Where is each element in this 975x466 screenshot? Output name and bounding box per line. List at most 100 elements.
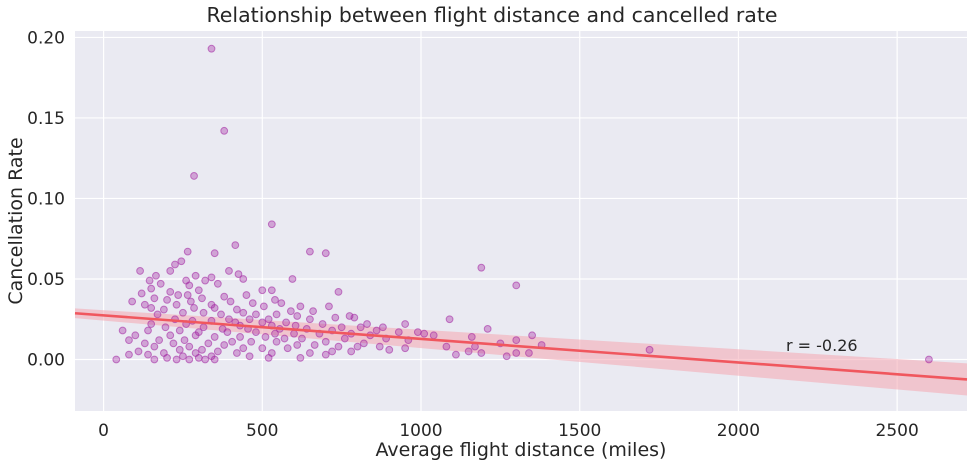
data-point [467,333,476,341]
data-point [201,276,210,285]
data-point [247,337,256,346]
data-point [140,300,149,309]
data-point [337,323,346,332]
x-tick-label: 2000 [717,421,760,441]
data-point [207,44,216,53]
data-point [272,310,281,319]
data-point [242,291,251,299]
data-point [134,347,143,356]
data-point [477,263,486,272]
data-point [163,353,171,362]
data-point [210,249,219,258]
data-point [179,308,187,317]
data-point [282,318,290,327]
data-point [325,302,333,311]
data-point [306,315,314,324]
data-point [163,295,171,304]
data-point [153,310,162,319]
y-tick-label: 0.00 [27,350,65,370]
data-point [334,342,343,351]
data-point [271,329,279,338]
data-point [291,321,300,330]
data-point [528,331,537,340]
data-point [236,333,244,341]
data-point [413,328,422,337]
data-point [137,289,146,298]
x-tick-label: 1000 [399,421,442,441]
data-point [225,267,233,275]
data-point [264,315,273,324]
data-point [155,336,164,345]
x-tick-label: 0 [98,421,109,441]
data-point [228,337,237,346]
data-point [147,320,156,328]
data-point [290,329,298,338]
data-point [226,297,235,306]
x-axis-title: Average flight distance (miles) [376,439,667,461]
data-point [232,349,241,357]
data-point [372,326,381,335]
data-point [185,281,194,290]
data-point [144,326,152,335]
data-point [252,310,260,319]
data-point [375,342,384,351]
data-point [334,287,343,296]
data-point [198,345,206,354]
data-point [232,305,241,314]
regression-line [74,311,968,381]
data-point [477,349,486,357]
data-point [328,347,337,356]
x-tick-label: 2500 [876,421,919,441]
data-point [512,281,521,290]
data-point [264,353,273,362]
data-point [198,294,206,303]
data-point [298,334,306,343]
data-point [201,355,210,364]
data-point [199,308,208,317]
data-point [194,353,203,362]
data-point [166,267,175,275]
data-point [310,341,319,349]
data-point [248,299,257,308]
y-tick-labels: 0.00 0.05 0.10 0.15 0.20 [27,28,65,370]
data-point [350,313,359,322]
data-point [258,318,267,327]
data-point [128,297,137,306]
data-point [125,350,133,359]
data-point [225,315,233,324]
data-point [204,339,213,348]
data-point [429,331,438,340]
data-point [191,271,200,280]
data-point [483,324,492,333]
data-point [645,345,654,354]
data-point [258,286,267,295]
data-point [147,304,156,312]
data-point [175,326,184,335]
data-point [261,333,270,341]
x-tick-label: 500 [246,421,278,441]
data-point [267,220,276,229]
data-point [191,331,200,340]
y-tick-label: 0.20 [27,28,65,48]
data-point [502,352,511,361]
data-point [239,308,248,317]
x-tick-label: 1500 [558,421,601,441]
data-point [156,279,165,288]
data-point [175,345,184,354]
data-point [210,355,219,364]
data-point [280,334,289,343]
data-point [136,267,144,275]
data-point [186,297,195,306]
data-point [239,344,248,353]
data-point [286,307,295,316]
data-point [169,339,178,348]
data-point [131,331,140,340]
data-point [159,305,168,314]
data-point [321,350,330,359]
data-point [220,341,229,349]
data-point [112,355,121,364]
data-point [190,304,198,312]
data-point [217,310,225,319]
data-point [210,333,219,341]
